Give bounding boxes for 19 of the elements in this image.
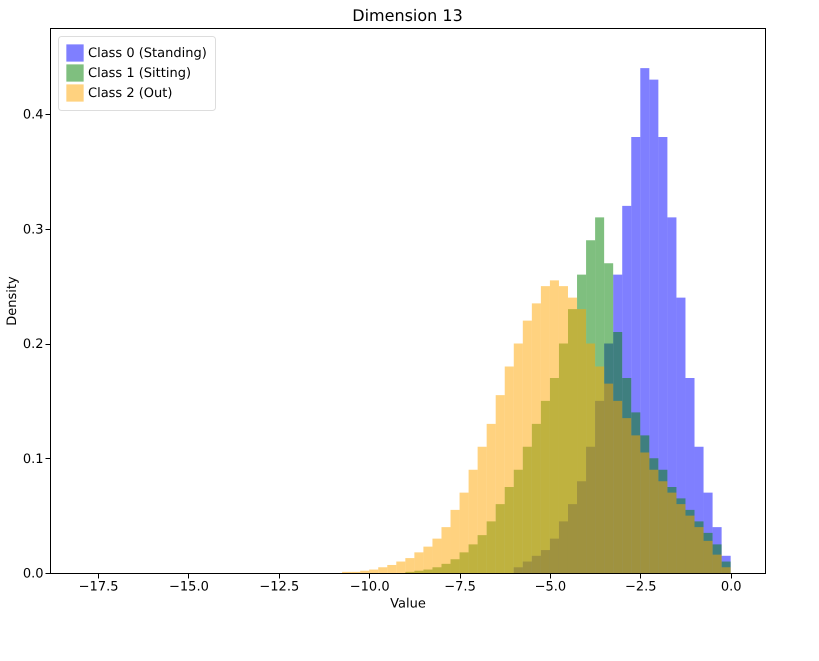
x-tick-label: −15.0: [169, 580, 209, 594]
legend-label: Class 2 (Out): [88, 86, 172, 101]
y-tick-label: 0.2: [22, 337, 44, 352]
chart-title: Dimension 13: [352, 6, 463, 25]
x-tick-label: −12.5: [259, 580, 300, 594]
x-tick-label: 0.0: [720, 580, 742, 594]
x-tick-label: −7.5: [444, 580, 476, 594]
y-tick-label: 0.3: [22, 222, 44, 238]
x-tick-label: −2.5: [625, 580, 657, 594]
x-tick-label: −10.0: [350, 580, 390, 594]
x-tick-label: −17.5: [78, 580, 118, 594]
x-tick-label: −5.0: [534, 580, 566, 594]
y-axis-title: Density: [4, 276, 20, 326]
x-axis-title: Value: [390, 596, 426, 612]
y-tick-label: 0.0: [22, 566, 44, 582]
legend-label: Class 0 (Standing): [88, 46, 207, 61]
y-tick-label: 0.1: [22, 452, 44, 467]
legend-label: Class 1 (Sitting): [88, 66, 192, 81]
y-tick-label: 0.4: [22, 108, 44, 123]
